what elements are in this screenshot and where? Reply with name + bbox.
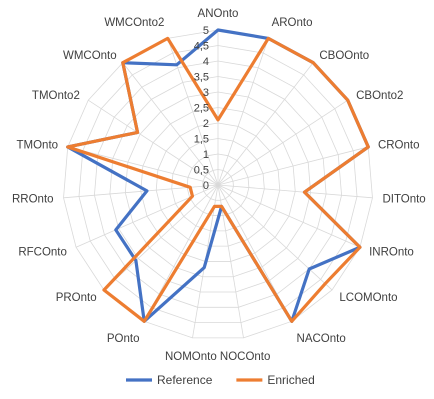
grid-spoke bbox=[88, 99, 219, 186]
category-label: CROnto bbox=[378, 139, 420, 151]
category-label: WMCOnto2 bbox=[104, 17, 164, 29]
grid-ring bbox=[94, 60, 342, 308]
category-label: PROnto bbox=[56, 292, 97, 304]
grid-spoke bbox=[217, 184, 361, 248]
radial-ticks: 0 0,5 1 1,5 2 2,5 3 3,5 4 4,5 5 bbox=[194, 25, 209, 192]
grid-spoke bbox=[67, 146, 219, 186]
grid-spoke bbox=[103, 184, 219, 291]
grid-ring bbox=[124, 91, 312, 278]
grid-ring bbox=[171, 138, 265, 232]
grid-spoke bbox=[217, 184, 373, 199]
tick-label: 1,5 bbox=[194, 134, 209, 146]
grid-ring bbox=[78, 45, 358, 324]
category-label: NACOnto bbox=[297, 333, 346, 345]
tick-label: 1 bbox=[203, 149, 209, 161]
category-label: POnto bbox=[107, 333, 140, 345]
tick-label: 4,5 bbox=[194, 41, 209, 53]
category-label: RFCOnto bbox=[18, 246, 67, 258]
category-label: TMOnto2 bbox=[32, 90, 80, 102]
tick-label: 3,5 bbox=[194, 72, 209, 84]
category-label: RROnto bbox=[12, 194, 54, 206]
grid-spoke bbox=[217, 62, 314, 186]
tick-label: 0 bbox=[203, 180, 209, 192]
category-label: LCOMOnto bbox=[339, 292, 397, 304]
grid-spoke bbox=[217, 184, 333, 291]
tick-label: 3 bbox=[203, 87, 209, 99]
category-label: CBOnto2 bbox=[356, 90, 403, 102]
tick-label: 4 bbox=[203, 56, 209, 68]
grid-spoke bbox=[217, 38, 269, 186]
legend-label-reference: Reference bbox=[157, 373, 213, 387]
tick-label: 5 bbox=[203, 25, 209, 37]
grid-spoke bbox=[122, 62, 219, 186]
category-labels: ANOnto AROnto CBOOnto CBOnto2 CROnto DITOnto I… bbox=[12, 8, 426, 363]
grid-ring bbox=[155, 122, 281, 247]
legend-label-enriched: Enriched bbox=[267, 373, 314, 387]
grid-spoke bbox=[75, 184, 219, 248]
grid-spoke bbox=[217, 99, 348, 186]
grid bbox=[63, 29, 373, 339]
tick-label: 2,5 bbox=[194, 103, 209, 115]
category-label: NOMOnto bbox=[165, 351, 217, 363]
tick-label: 0,5 bbox=[194, 165, 209, 177]
category-label: ANOnto bbox=[198, 8, 239, 20]
category-label: TMOnto bbox=[17, 139, 59, 151]
category-label: WMCOnto bbox=[63, 50, 117, 62]
category-label: NOCOnto bbox=[220, 351, 271, 363]
series-layer bbox=[66, 28, 370, 323]
category-label: INROnto bbox=[369, 246, 414, 258]
category-label: CBOOnto bbox=[319, 50, 369, 62]
tick-label: 2 bbox=[203, 118, 209, 130]
legend: Reference Enriched bbox=[126, 373, 315, 387]
grid-spoke bbox=[217, 146, 369, 186]
grid-spoke bbox=[63, 184, 219, 199]
grid-ring bbox=[202, 169, 234, 201]
grid-ring bbox=[140, 107, 296, 262]
grid-spoke bbox=[167, 38, 219, 186]
category-label: DITOnto bbox=[382, 194, 425, 206]
grid-ring bbox=[109, 76, 327, 293]
category-label: AROnto bbox=[272, 17, 313, 29]
series-line-enriched bbox=[66, 36, 370, 323]
